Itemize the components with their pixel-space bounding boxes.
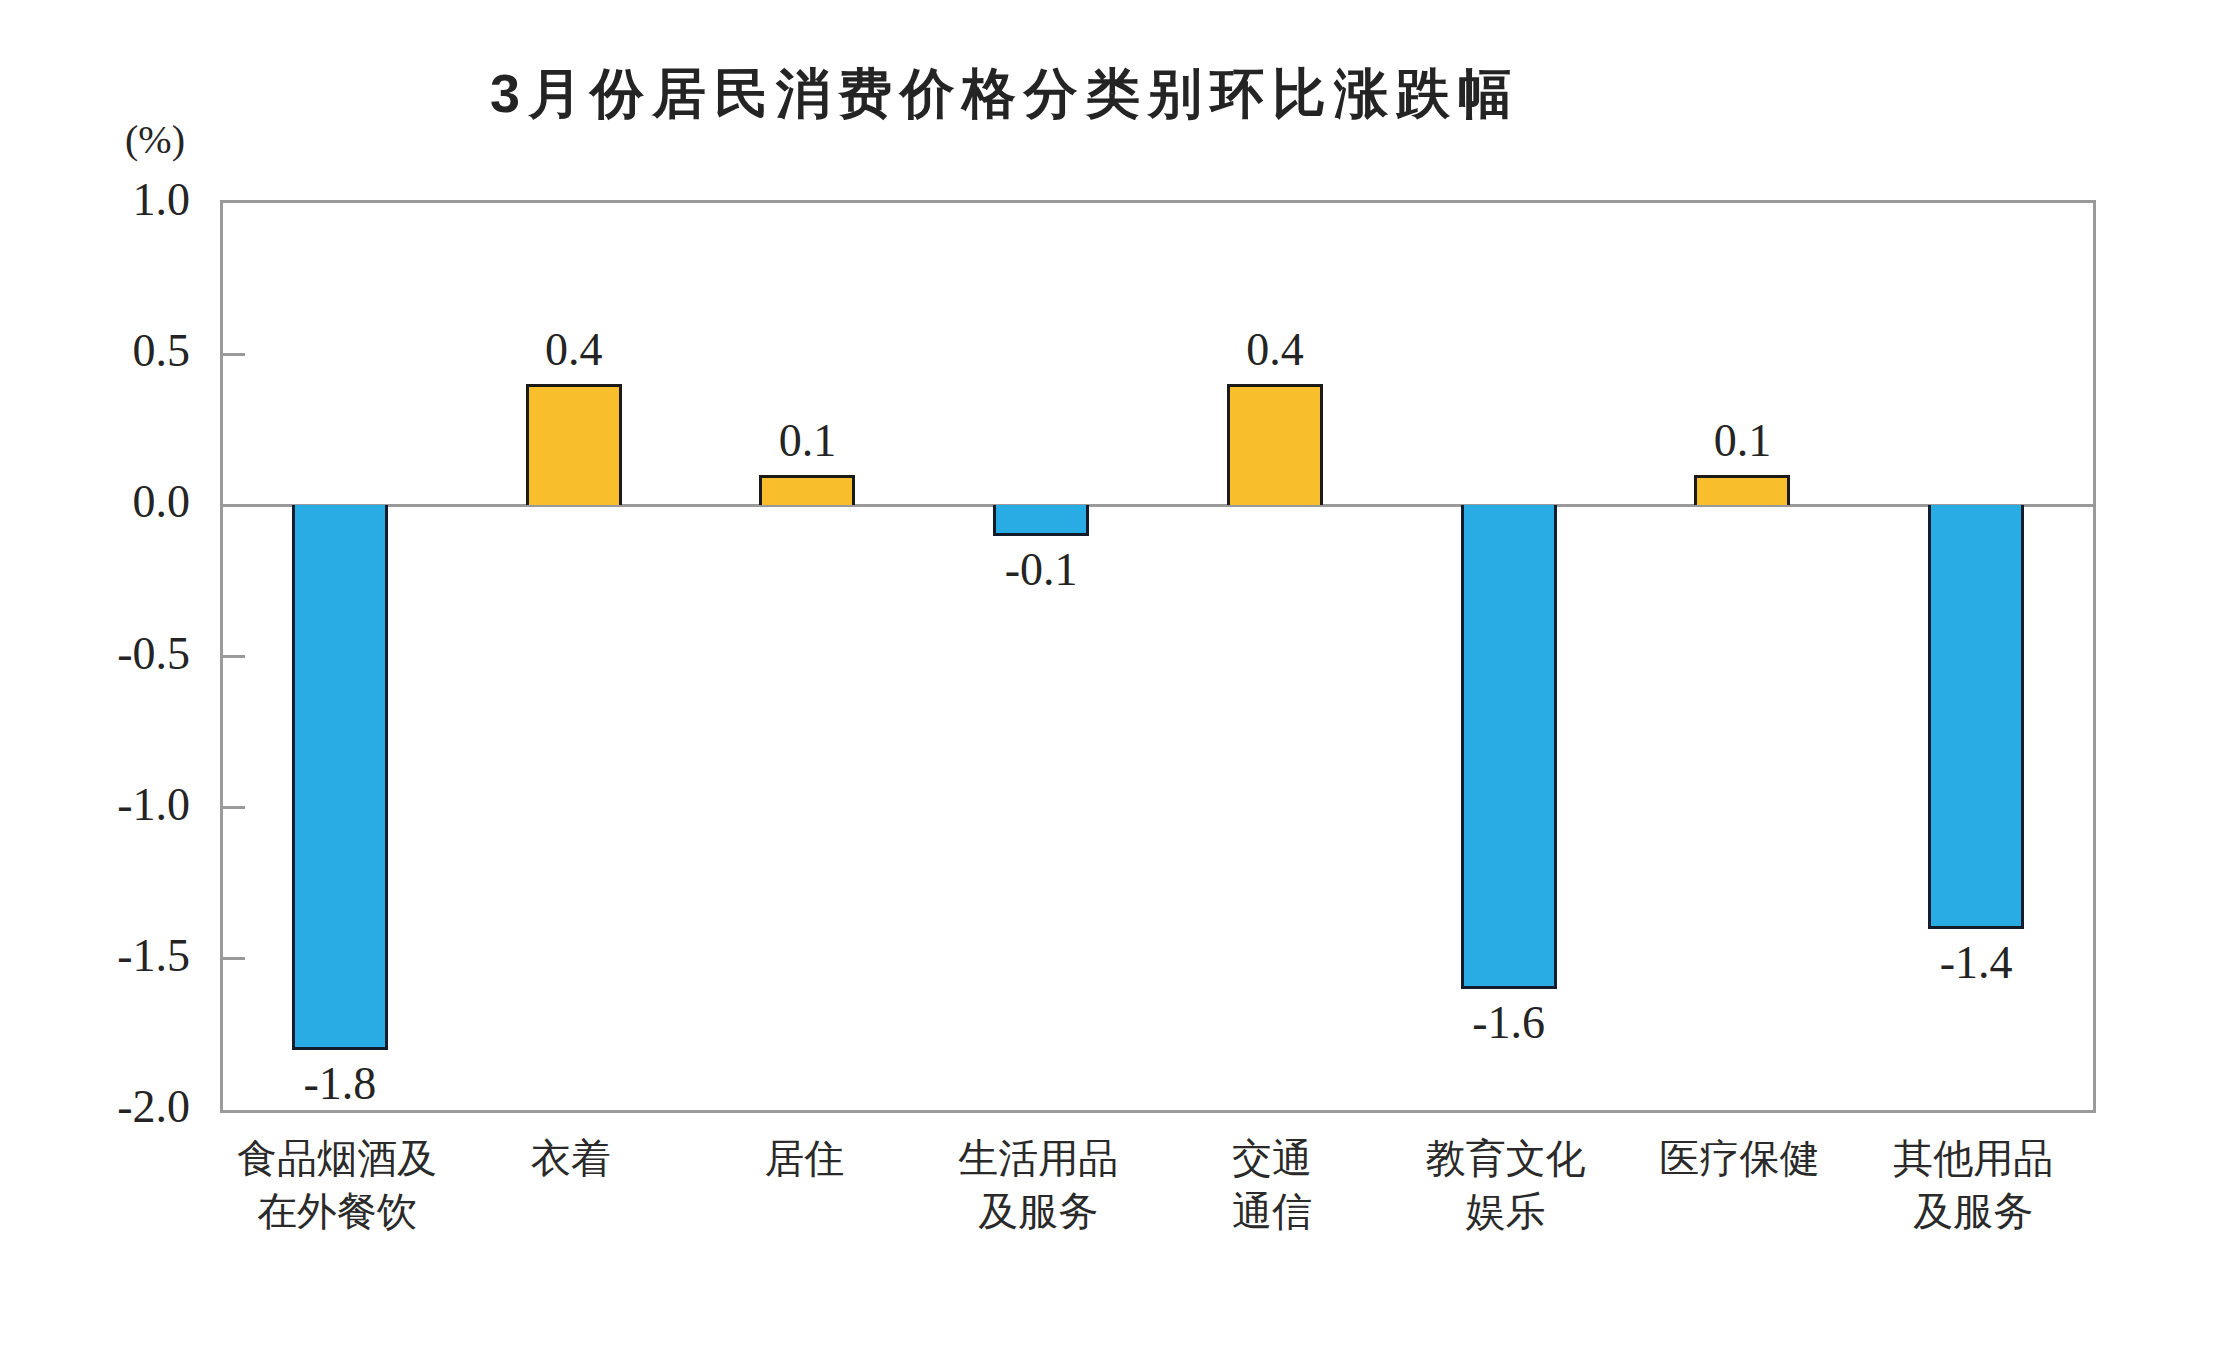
bar-value-label: -1.4: [1876, 937, 2076, 989]
plot-area: -1.8 0.4 0.1 -0.1 0.4 -1.6 0.1 -1.4: [220, 200, 2096, 1113]
x-axis-category-label: 其他用品及服务: [1803, 1132, 2143, 1238]
bar-category-1: [526, 384, 622, 505]
y-axis-tick-label: -2.0: [30, 1082, 190, 1132]
y-axis-tick-label: 1.0: [30, 175, 190, 225]
bar-category-6: [1694, 475, 1790, 505]
bar-value-label: 0.4: [1175, 324, 1375, 376]
chart-title: 3月份居民消费价格分类别环比涨跌幅: [0, 58, 2010, 131]
y-axis-tick-label: -1.0: [30, 780, 190, 830]
bar-value-label: 0.4: [474, 324, 674, 376]
y-axis-tick-label: 0.5: [30, 326, 190, 376]
chart-page: 3月份居民消费价格分类别环比涨跌幅 (%) 1.00.50.0-0.5-1.0-…: [0, 0, 2213, 1369]
y-axis-tick-mark: [223, 957, 245, 960]
bar-category-4: [1227, 384, 1323, 505]
y-axis-tick-label: 0.0: [30, 477, 190, 527]
bar-category-5: [1461, 505, 1557, 989]
y-axis-unit-label: (%): [95, 116, 215, 163]
y-axis-tick-mark: [223, 806, 245, 809]
bar-category-0: [292, 505, 388, 1049]
bar-category-2: [759, 475, 855, 505]
x-axis-category-label-line: 在外餐饮: [167, 1185, 507, 1238]
y-axis-tick-mark: [223, 655, 245, 658]
y-axis-tick-label: -1.5: [30, 931, 190, 981]
x-axis-category-label-line: 其他用品: [1803, 1132, 2143, 1185]
bar-value-label: 0.1: [1642, 415, 1842, 467]
y-axis-tick-mark: [223, 353, 245, 356]
bar-value-label: -0.1: [941, 544, 1141, 596]
bar-category-7: [1928, 505, 2024, 928]
bar-value-label: 0.1: [707, 415, 907, 467]
bar-value-label: -1.6: [1409, 997, 1609, 1049]
x-axis-category-label-line: 及服务: [1803, 1185, 2143, 1238]
x-axis-category-label-line: 娱乐: [1336, 1185, 1676, 1238]
bar-category-3: [993, 505, 1089, 535]
bar-value-label: -1.8: [240, 1058, 440, 1110]
zero-line: [223, 504, 2093, 507]
y-axis-tick-label: -0.5: [30, 629, 190, 679]
